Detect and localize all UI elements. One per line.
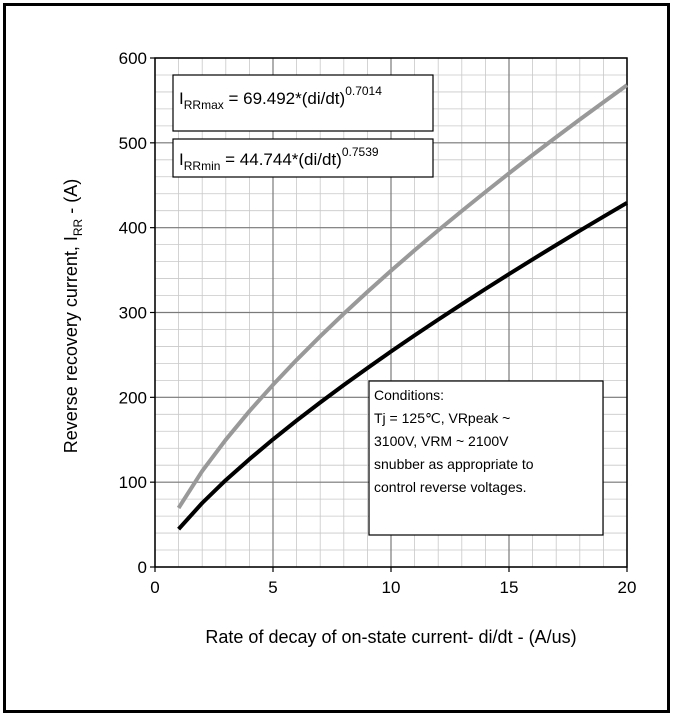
y-tick-label: 500 (119, 134, 147, 153)
y-tick-label: 600 (119, 49, 147, 68)
conditions-line: 3100V, VRM ~ 2100V (374, 433, 509, 449)
y-tick-label: 300 (119, 304, 147, 323)
x-tick-label: 10 (382, 578, 401, 597)
x-axis-title: Rate of decay of on-state current- di/dt… (205, 627, 576, 647)
series-line-irrmin (177, 201, 629, 531)
series-line-irrmax (176, 83, 629, 510)
y-tick-label: 100 (119, 473, 147, 492)
conditions-line: snubber as appropriate to (374, 456, 534, 472)
x-tick-label: 0 (150, 578, 159, 597)
y-tick-label: 200 (119, 388, 147, 407)
min-equation-box: IRRmin = 44.744*(di/dt)0.7539 (172, 138, 434, 178)
conditions-line: Tj = 125℃, VRpeak ~ (374, 410, 510, 426)
series-lines (176, 83, 629, 531)
conditions-line: Conditions: (374, 387, 444, 403)
conditions-box: Conditions: Tj = 125℃, VRpeak ~ 3100V, V… (368, 380, 604, 536)
conditions-line: control reverse voltages. (374, 479, 527, 495)
y-tick-label: 0 (138, 558, 147, 577)
max-equation-box: IRRmax = 69.492*(di/dt)0.7014 (172, 74, 434, 132)
x-tick-label: 20 (618, 578, 637, 597)
x-tick-label: 15 (500, 578, 519, 597)
min-equation-label: IRRmin = 44.744*(di/dt)0.7539 (179, 145, 379, 173)
y-tick-label: 400 (119, 219, 147, 238)
x-tick-label: 5 (268, 578, 277, 597)
y-axis-title: Reverse recovery current, IRR - (A) (61, 179, 85, 453)
max-equation-label: IRRmax = 69.492*(di/dt)0.7014 (179, 84, 382, 112)
